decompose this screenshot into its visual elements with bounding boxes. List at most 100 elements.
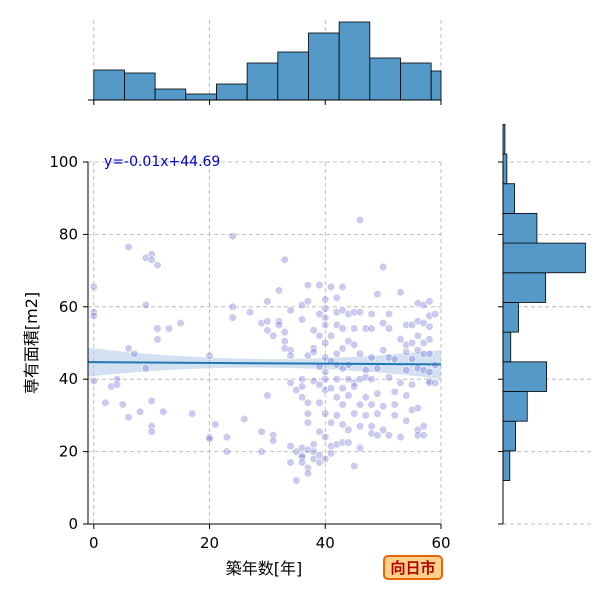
- x-tick-label: 0: [89, 534, 99, 552]
- data-point: [396, 288, 405, 297]
- top-hist-bar: [338, 21, 371, 101]
- data-point: [321, 375, 330, 384]
- data-point: [141, 364, 150, 373]
- data-point: [367, 353, 376, 362]
- data-point: [188, 409, 197, 418]
- data-point: [164, 324, 174, 333]
- right-hist-bar: [502, 302, 519, 333]
- data-point: [384, 373, 394, 382]
- data-point: [315, 280, 324, 290]
- right-hist-bar: [502, 153, 508, 185]
- data-point: [367, 375, 376, 384]
- data-point: [326, 384, 336, 393]
- data-point: [350, 382, 359, 391]
- data-point: [431, 378, 440, 387]
- data-point: [89, 282, 98, 291]
- data-point: [130, 349, 139, 358]
- data-point: [332, 320, 341, 330]
- data-point: [355, 215, 365, 225]
- data-point: [350, 340, 359, 349]
- data-point: [309, 440, 318, 449]
- data-point: [384, 431, 394, 440]
- data-point: [413, 331, 422, 340]
- data-point: [425, 367, 434, 377]
- data-point: [89, 311, 98, 320]
- data-point: [112, 380, 122, 389]
- data-point: [286, 306, 295, 315]
- data-point: [384, 324, 394, 333]
- data-point: [367, 309, 376, 319]
- top-hist-bar: [124, 72, 156, 101]
- data-point: [379, 346, 388, 355]
- top-hist-bar: [369, 57, 401, 101]
- top-hist-bar: [277, 51, 309, 101]
- right-hist-bar: [502, 361, 548, 392]
- data-point: [431, 309, 440, 319]
- data-point: [350, 461, 359, 471]
- data-point: [344, 438, 353, 447]
- data-point: [263, 326, 272, 335]
- data-point: [321, 313, 330, 322]
- data-point: [402, 391, 411, 400]
- top-histogram: [88, 20, 442, 105]
- data-point: [298, 300, 307, 310]
- data-point: [338, 420, 347, 429]
- data-point: [280, 328, 289, 337]
- data-point: [303, 469, 313, 478]
- data-point: [355, 400, 365, 409]
- data-point: [326, 331, 336, 340]
- right-histogram: [498, 123, 592, 525]
- data-point: [326, 449, 336, 458]
- data-point: [298, 315, 307, 324]
- data-point: [344, 425, 353, 434]
- top-hist-bar: [308, 32, 340, 101]
- data-point: [373, 290, 382, 299]
- data-point: [315, 451, 324, 460]
- data-point: [367, 422, 376, 431]
- y-axis-label: 専有面積[m2]: [22, 292, 41, 394]
- data-point: [338, 438, 347, 447]
- data-point: [124, 413, 133, 422]
- data-point: [321, 304, 330, 313]
- data-point: [321, 320, 330, 330]
- data-point: [292, 385, 301, 395]
- data-point: [321, 338, 330, 348]
- data-point: [309, 347, 318, 357]
- data-point: [205, 433, 214, 442]
- data-point: [338, 384, 347, 393]
- data-point: [419, 349, 428, 358]
- data-point: [257, 447, 266, 456]
- data-point: [396, 433, 405, 442]
- data-point: [205, 434, 214, 444]
- data-point: [402, 347, 411, 357]
- x-axis-label: 築年数[年]: [226, 559, 303, 578]
- data-point: [292, 476, 301, 485]
- data-point: [315, 427, 324, 436]
- data-point: [159, 407, 168, 416]
- data-point: [350, 409, 359, 418]
- data-point: [407, 355, 417, 364]
- data-point: [326, 282, 336, 291]
- data-point: [373, 409, 382, 418]
- data-point: [321, 409, 330, 418]
- data-point: [298, 375, 307, 384]
- data-point: [315, 458, 324, 467]
- data-point: [153, 261, 162, 270]
- data-point: [332, 293, 341, 302]
- data-point: [419, 431, 428, 440]
- data-point: [222, 447, 231, 456]
- top-hist-bar: [154, 88, 187, 101]
- regression-equation: y=-0.01x+44.69: [104, 154, 220, 170]
- right-hist-bar: [502, 183, 516, 214]
- data-point: [402, 320, 411, 330]
- data-point: [303, 418, 313, 427]
- y-tick-label: 100: [49, 153, 78, 171]
- data-point: [419, 300, 428, 310]
- x-tick-label: 20: [200, 534, 219, 552]
- data-point: [390, 400, 399, 409]
- right-hist-bar: [502, 213, 538, 244]
- data-point: [309, 447, 318, 456]
- data-point: [124, 242, 133, 252]
- data-point: [402, 416, 411, 425]
- data-point: [425, 349, 434, 358]
